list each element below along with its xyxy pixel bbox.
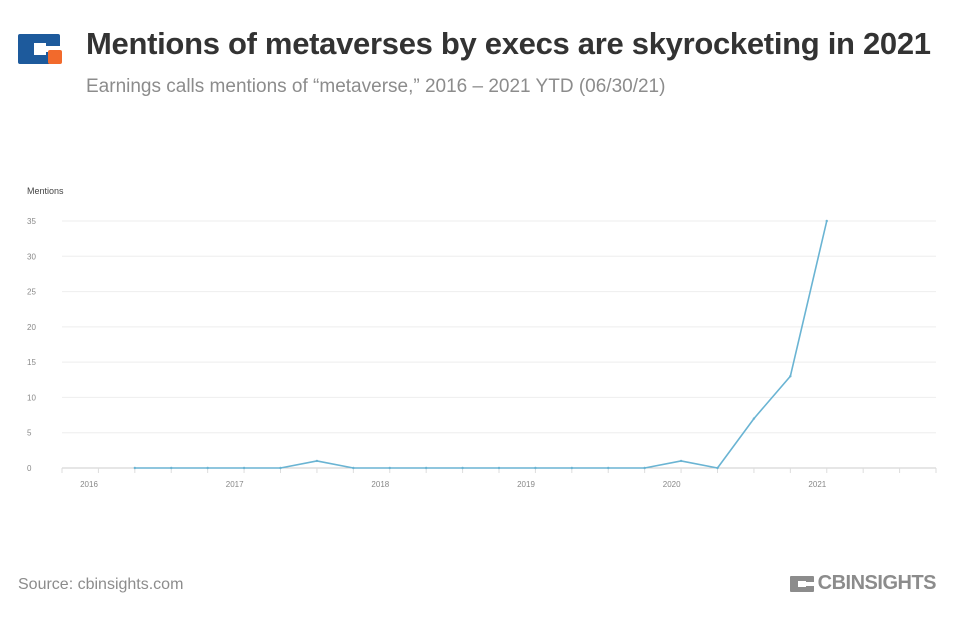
y-tick-label: 15 xyxy=(27,358,36,367)
x-tick-label: 2018 xyxy=(371,480,389,489)
data-point xyxy=(716,466,719,470)
y-tick-label: 30 xyxy=(27,252,36,261)
data-point xyxy=(789,375,792,378)
source-note: Source: cbinsights.com xyxy=(18,576,184,593)
data-point xyxy=(752,417,756,420)
data-point xyxy=(315,459,319,463)
chart-title: Mentions of metaverses by execs are skyr… xyxy=(86,26,931,61)
y-tick-label: 0 xyxy=(27,464,32,473)
data-point xyxy=(497,466,501,470)
data-point xyxy=(206,466,209,470)
chart-subtitle: Earnings calls mentions of “metaverse,” … xyxy=(86,76,666,97)
y-axis-ticks: 0 5 10 15 20 25 30 35 xyxy=(27,217,36,473)
series-line xyxy=(134,220,828,469)
cb-insights-logo-icon xyxy=(18,34,62,64)
x-tick-label: 2016 xyxy=(80,480,98,489)
x-axis: 2016 2017 2018 2019 2020 2021 xyxy=(61,467,937,489)
data-point xyxy=(170,466,173,470)
data-point xyxy=(825,219,828,223)
y-tick-label: 35 xyxy=(27,217,36,226)
data-point xyxy=(352,466,355,470)
data-point xyxy=(679,459,683,463)
y-tick-label: 25 xyxy=(27,288,36,297)
x-tick-label: 2020 xyxy=(663,480,681,489)
x-tick-label: 2021 xyxy=(808,480,826,489)
data-point xyxy=(534,466,537,470)
y-tick-label: 10 xyxy=(27,393,36,402)
y-tick-label: 5 xyxy=(27,429,32,438)
y-axis-label: Mentions xyxy=(27,186,64,196)
y-tick-label: 20 xyxy=(27,323,36,332)
data-point xyxy=(279,466,282,470)
data-point xyxy=(388,466,391,470)
data-point xyxy=(424,466,428,470)
data-point xyxy=(607,466,610,470)
brand-mark: CBINSIGHTS xyxy=(789,572,937,595)
data-point xyxy=(461,466,464,470)
line-chart: Mentions 0 5 10 15 20 25 30 35 2016 2017 2018 2019… xyxy=(27,186,937,489)
series-layer xyxy=(133,219,828,470)
grid-lines xyxy=(62,220,936,434)
data-point xyxy=(643,466,646,470)
data-point xyxy=(242,466,246,470)
data-point xyxy=(570,466,574,470)
brand-logo-icon xyxy=(789,575,814,592)
brand-text: CBINSIGHTS xyxy=(817,572,937,594)
x-tick-label: 2019 xyxy=(517,480,535,489)
data-point xyxy=(133,466,137,470)
x-tick-label: 2017 xyxy=(226,480,244,489)
